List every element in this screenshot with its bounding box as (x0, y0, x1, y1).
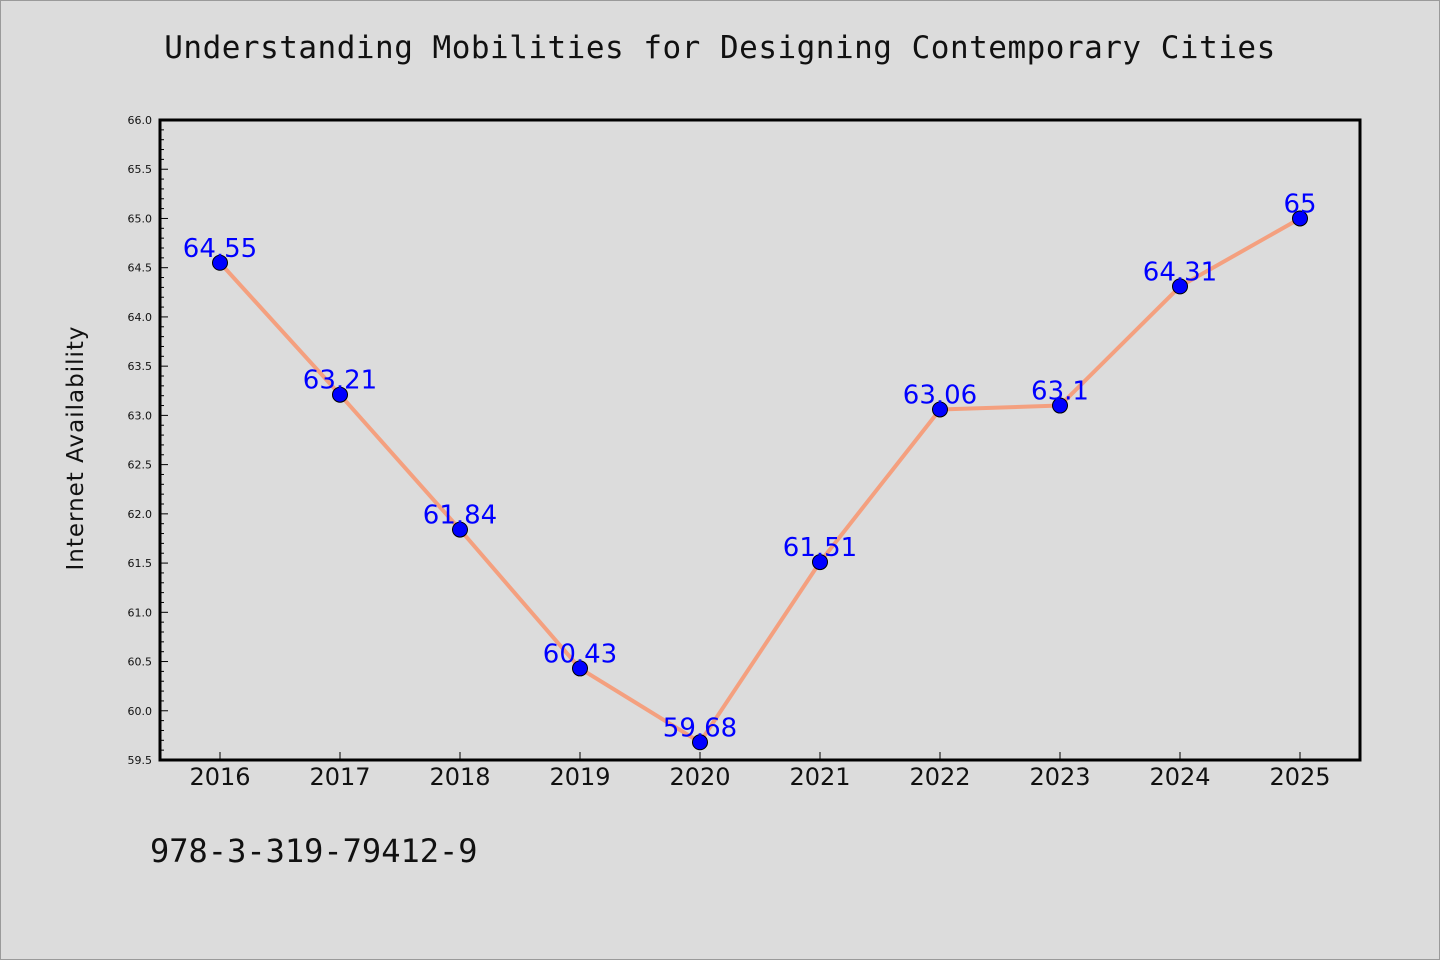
x-tick-label: 2017 (309, 763, 370, 791)
data-label: 65 (1283, 189, 1316, 219)
y-tick-label: 62.0 (128, 508, 153, 521)
x-tick-label: 2018 (429, 763, 490, 791)
y-tick-label: 66.0 (128, 114, 153, 127)
x-tick-label: 2019 (549, 763, 610, 791)
data-point (332, 386, 348, 403)
y-tick-label: 60.0 (128, 705, 153, 718)
x-axis-ticks: 2016 2017 2018 2019 2020 2021 2022 2023 2024 2025 (189, 752, 1331, 791)
y-tick-label: 64.5 (128, 262, 153, 275)
data-label: 64.31 (1143, 257, 1217, 287)
data-label: 59.68 (663, 713, 737, 743)
y-tick-label: 65.0 (128, 212, 153, 225)
data-label: 60.43 (543, 639, 617, 669)
data-label: 63.21 (303, 366, 377, 396)
data-label: 64.55 (183, 234, 257, 264)
x-tick-label: 2025 (1269, 763, 1330, 791)
data-point (572, 660, 588, 677)
data-label: 63.06 (903, 380, 977, 410)
y-tick-label: 63.5 (128, 360, 153, 373)
x-tick-label: 2024 (1149, 763, 1210, 791)
y-tick-label: 64.0 (128, 311, 153, 324)
series-line: 64.55 63.21 61.84 60.43 59.68 61.51 63.06 63.1 6… (183, 189, 1317, 751)
isbn-text: 978-3-319-79412-9 (150, 832, 478, 870)
x-tick-label: 2020 (669, 763, 730, 791)
data-point (812, 554, 828, 571)
data-point (692, 734, 708, 751)
data-point (932, 401, 948, 418)
y-tick-label: 65.5 (128, 163, 153, 176)
series-line-path (218, 216, 1302, 745)
data-label: 61.84 (423, 501, 497, 531)
x-tick-label: 2021 (789, 763, 850, 791)
data-point (1052, 397, 1068, 414)
y-tick-label: 59.5 (128, 754, 153, 767)
plot-area-border (158, 118, 1362, 762)
x-tick-label: 2016 (189, 763, 250, 791)
data-label: 63.1 (1031, 377, 1089, 407)
y-tick-label: 60.5 (128, 656, 153, 669)
y-tick-label: 62.5 (128, 459, 153, 472)
data-point (1292, 210, 1308, 227)
y-tick-label: 61.5 (128, 557, 153, 570)
data-point (212, 254, 228, 271)
chart-title: Understanding Mobilities for Designing C… (164, 30, 1276, 66)
y-tick-label: 63.0 (128, 409, 153, 422)
data-point (452, 521, 468, 538)
data-label: 61.51 (783, 533, 857, 563)
y-axis-ticks: 59.5 60.0 60.5 61.0 61.5 62.0 62.5 63.0 63.5 64.0… (128, 114, 168, 767)
data-point (1172, 278, 1188, 295)
x-tick-label: 2023 (1029, 763, 1090, 791)
y-tick-label: 61.0 (128, 606, 153, 619)
x-tick-label: 2022 (909, 763, 970, 791)
